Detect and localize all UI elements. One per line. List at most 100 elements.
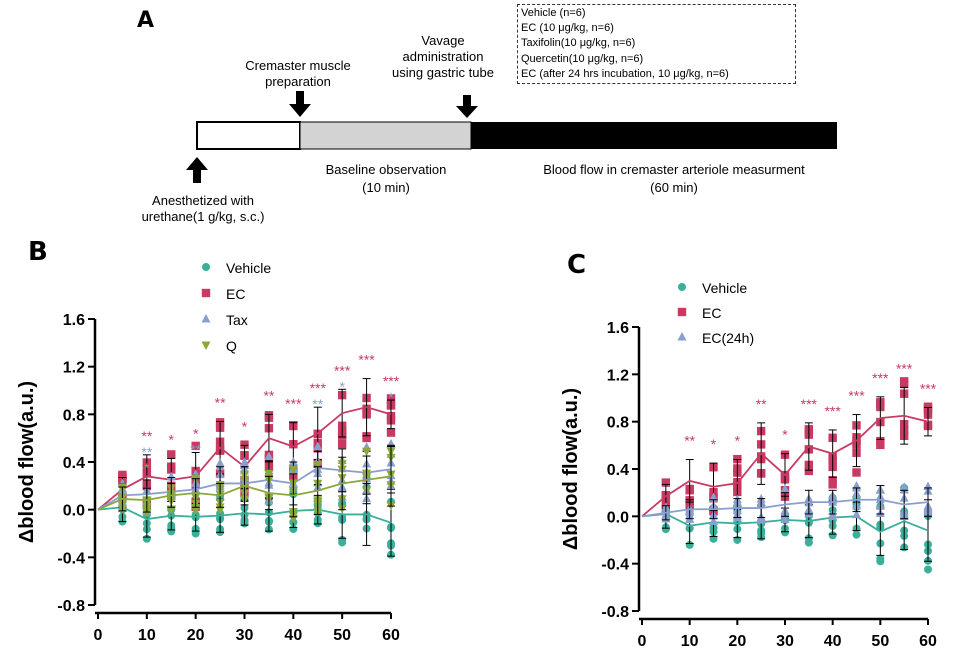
significance-mark: **	[684, 433, 695, 449]
step-anesthesia-line2: urethane(1 g/kg, s.c.)	[142, 209, 265, 224]
significance-mark: ***	[920, 380, 937, 396]
data-point-vehicle	[781, 528, 789, 537]
group-quercetin: Quercetin(10 μg/kg, n=6)	[521, 52, 644, 65]
vavage-arrow-icon	[456, 95, 478, 118]
data-point-q	[264, 470, 274, 479]
x-tick-label: 60	[919, 633, 937, 650]
significance-mark: *	[144, 460, 150, 476]
data-point-ec	[899, 379, 909, 389]
x-tick-label: 0	[94, 627, 103, 644]
x-tick-label: 10	[681, 633, 699, 650]
data-point-tax	[166, 471, 176, 481]
x-tick-label: 40	[824, 633, 842, 650]
data-point-tax	[709, 516, 718, 525]
significance-mark: ***	[872, 370, 889, 386]
data-point-vehicle	[685, 540, 694, 549]
significance-mark: ***	[358, 352, 375, 368]
group-legend-box: Vehicle (n=6) EC (10 μg/kg, n=6) Taxifol…	[517, 4, 796, 84]
legend-marker-tax	[201, 314, 211, 323]
data-point-tax	[899, 484, 909, 494]
x-tick-label: 10	[138, 627, 156, 644]
data-point-ec	[804, 466, 814, 476]
data-point-tax	[828, 511, 838, 521]
step-vavage-line2: administration	[403, 49, 484, 64]
data-point-tax	[264, 451, 274, 460]
data-point-tax	[852, 509, 861, 519]
data-point-tax	[313, 441, 323, 451]
significance-mark: **	[141, 428, 152, 444]
significance-mark: ***	[801, 396, 818, 412]
y-tick-label: -0.8	[57, 598, 85, 615]
significance-mark: **	[263, 387, 274, 403]
y-tick-label: 0.4	[63, 455, 85, 472]
y-tick-label: 0.8	[63, 407, 85, 424]
significance-mark: *	[339, 378, 345, 394]
x-tick-label: 20	[728, 633, 746, 650]
x-tick-label: 60	[382, 627, 400, 644]
legend-label-tax: EC(24h)	[702, 330, 754, 346]
y-tick-label: 0.0	[63, 503, 85, 520]
y-tick-label: 0.4	[607, 462, 629, 479]
legend-label-tax: Tax	[226, 312, 248, 328]
data-point-ec	[828, 480, 837, 489]
cremaster-arrow-icon	[289, 91, 311, 117]
data-point-tax	[780, 514, 790, 523]
y-tick-label: -0.4	[601, 557, 629, 574]
group-taxifolin: Taxifolin(10 μg/kg, n=6)	[521, 37, 636, 50]
x-tick-label: 30	[776, 633, 794, 650]
legend-label-vehicle: Vehicle	[226, 260, 271, 276]
y-tick-label: -0.4	[57, 550, 85, 567]
step-vavage-line3: using gastric tube	[392, 65, 494, 80]
data-point-tax	[780, 484, 790, 493]
y-tick-label: 1.2	[607, 367, 629, 384]
significance-mark: ***	[848, 388, 865, 404]
step-bloodflow-line1: Blood flow in cremaster arteriole measur…	[543, 162, 805, 177]
legend-marker-q	[201, 341, 211, 350]
legend-marker-ec	[677, 307, 687, 317]
chart-panel-c: -0.8 -0.4 0.0 0.4 0.8 1.2 1.6 0 10 20 30 40 50 60 Δblo…	[560, 280, 937, 650]
data-point-tax	[240, 457, 249, 466]
significance-mark: **	[190, 441, 201, 457]
group-ec: EC (10 μg/kg, n=6)	[521, 22, 614, 35]
chart-panel-b: -0.8 -0.4 0.0 0.4 0.8 1.2 1.6 0 10 20 30 40 50 60 Δblo…	[16, 260, 400, 644]
legend-label-ec: EC	[702, 305, 721, 321]
legend-label-q: Q	[226, 338, 237, 354]
mean-line-tax	[641, 498, 929, 518]
legend-marker-ec	[201, 288, 211, 298]
data-point-ec	[386, 428, 396, 437]
data-point-tax	[756, 515, 766, 524]
step-cremaster-line1: Cremaster muscle	[245, 58, 350, 73]
data-point-q	[191, 506, 201, 516]
group-ec-24h: EC (after 24 hrs incubation, 10 μg/kg, n…	[521, 67, 729, 80]
data-point-vehicle	[828, 531, 837, 540]
legend-marker-vehicle	[202, 263, 210, 271]
data-point-q	[215, 506, 225, 515]
significance-mark: ***	[285, 396, 302, 412]
timeline-measurement-segment	[471, 122, 837, 149]
panel-b-label: B	[28, 237, 48, 267]
step-vavage-line1: Vavage	[421, 33, 464, 48]
data-point-ec	[852, 468, 861, 477]
significance-mark: *	[193, 425, 199, 441]
significance-mark: ***	[310, 380, 327, 396]
x-tick-label: 30	[236, 627, 254, 644]
x-tick-label: 40	[284, 627, 302, 644]
mean-line-q	[97, 475, 392, 511]
data-point-tax	[215, 461, 225, 471]
legend-label-vehicle: Vehicle	[702, 280, 747, 296]
data-point-tax	[288, 457, 298, 466]
x-tick-label: 50	[333, 627, 351, 644]
legend-marker-tax	[677, 332, 687, 341]
data-point-tax	[852, 482, 861, 492]
significance-mark: ***	[383, 373, 400, 389]
y-tick-label: 0.8	[607, 415, 629, 432]
x-tick-label: 20	[187, 627, 205, 644]
panel-c-label: C	[567, 250, 586, 280]
data-point-q	[313, 461, 323, 470]
y-tick-label: 1.6	[607, 320, 629, 337]
data-point-ec	[386, 394, 396, 403]
timeline-baseline-segment	[299, 121, 472, 150]
panel-a-label: A	[137, 8, 154, 33]
step-baseline-line2: (10 min)	[362, 180, 410, 195]
